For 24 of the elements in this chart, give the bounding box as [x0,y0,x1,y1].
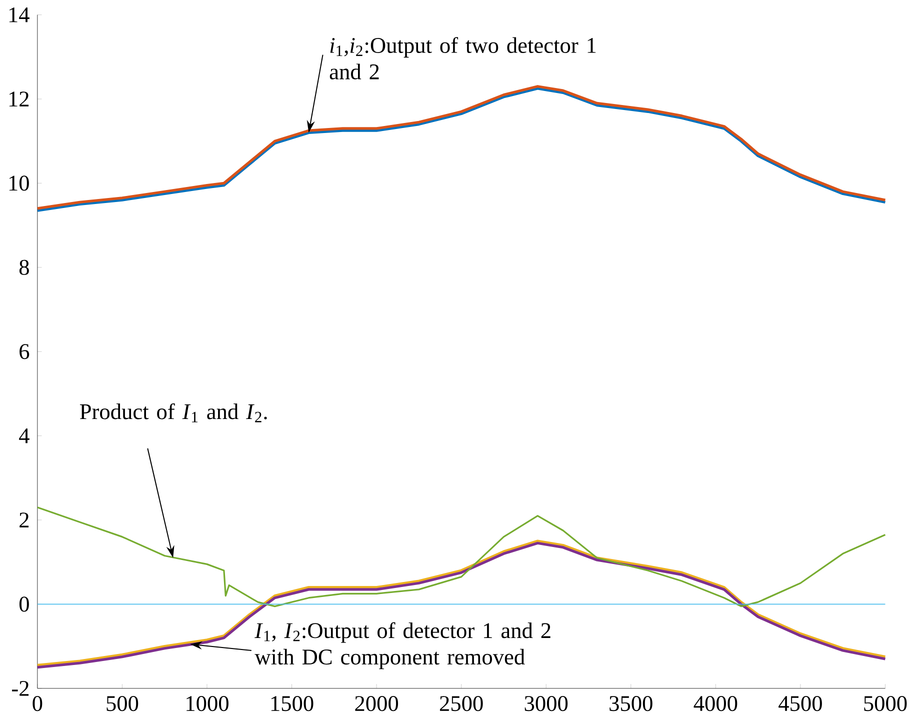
y-tick-label: -2 [12,681,29,696]
annotation: Product of I$_{1}$ and I$_{2}$. [80,404,267,422]
y-tick-label: 14 [9,8,30,22]
x-tick-label: 3500 [610,696,652,712]
x-tick-label: 2500 [440,696,483,712]
line-series [36,506,886,608]
x-tick-label: 500 [106,696,138,712]
y-tick-label: 4 [19,428,30,444]
x-tick-label: 1500 [271,696,314,712]
y-tick-label: 10 [9,176,29,191]
annotation: i$_{1}$,i$_{2}$:Output of two detector 1 and 2 [330,37,596,80]
y-tick-label: 6 [20,344,30,360]
x-tick-label: 4000 [694,696,738,712]
y-tick-label: 0 [19,596,29,612]
x-tick-label: 2000 [355,696,398,712]
x-tick-label: 0 [32,696,42,712]
x-tick-label: 3000 [524,696,568,712]
y-tick-label: 12 [9,92,29,107]
x-tick-label: 1000 [186,696,228,712]
x-tick-label: 5000 [864,696,907,712]
x-tick-label: 4500 [778,696,822,712]
y-tick-label: 2 [20,512,29,528]
y-tick-label: 8 [19,260,29,276]
annotation: I$_{1}$, I$_{2}$:Output of detector 1 and 2 with DC component removed [254,622,550,670]
